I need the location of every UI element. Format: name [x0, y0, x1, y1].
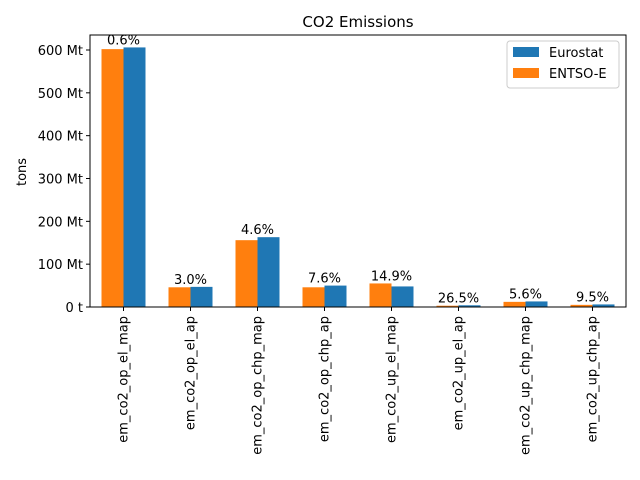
y-tick-label: 500 Mt	[38, 87, 83, 102]
bar-eurostat-4	[391, 286, 414, 307]
y-tick-label: 600 Mt	[38, 44, 83, 59]
y-axis-label: tons	[15, 158, 30, 186]
x-tick-label: em_co2_up_chp_ap	[586, 316, 601, 442]
y-tick-label: 0 t	[65, 301, 83, 316]
bar-entso-e-3	[302, 287, 325, 307]
bar-eurostat-2	[257, 237, 280, 307]
bar-entso-e-1	[168, 287, 191, 307]
data-labels-group: 0.6% 3.0% 4.6% 7.6% 14.9% 26.5% 5.6% 9.5%	[107, 33, 609, 306]
bar-entso-e-6	[503, 301, 526, 307]
bar-eurostat-6	[525, 301, 548, 307]
x-tick-label: em_co2_up_chp_map	[519, 316, 534, 455]
y-axis: 0 t 100 Mt 200 Mt 300 Mt 400 Mt 500 Mt 600 Mt	[38, 44, 90, 316]
data-label: 0.6%	[107, 33, 140, 48]
data-label: 5.6%	[509, 287, 542, 302]
bar-entso-e-4	[369, 283, 392, 307]
data-label: 7.6%	[308, 272, 341, 287]
bar-entso-e-0	[101, 49, 124, 307]
bar-eurostat-1	[190, 286, 213, 307]
legend-swatch-entso-e	[513, 68, 539, 78]
chart-title: CO2 Emissions	[302, 13, 413, 31]
x-tick-label: em_co2_op_chp_map	[251, 316, 266, 455]
legend-label: Eurostat	[549, 46, 603, 61]
x-tick-label: em_co2_op_el_ap	[184, 316, 199, 430]
bar-entso-e-2	[235, 240, 258, 307]
data-label: 9.5%	[576, 290, 609, 305]
y-tick-label: 200 Mt	[38, 215, 83, 230]
y-tick-label: 300 Mt	[38, 172, 83, 187]
x-tick-label: em_co2_up_el_map	[385, 316, 400, 443]
x-tick-label: em_co2_op_chp_ap	[318, 316, 333, 442]
bar-eurostat-0	[123, 47, 146, 307]
data-label: 14.9%	[371, 269, 412, 284]
x-tick-label: em_co2_up_el_ap	[452, 316, 467, 430]
bar-eurostat-5	[458, 305, 481, 307]
data-label: 4.6%	[241, 223, 274, 238]
y-tick-label: 400 Mt	[38, 130, 83, 145]
bar-eurostat-7	[592, 304, 615, 307]
data-label: 26.5%	[438, 291, 479, 306]
x-tick-label: em_co2_op_el_map	[117, 316, 132, 443]
bar-eurostat-3	[324, 285, 347, 307]
legend: Eurostat ENTSO-E	[506, 40, 620, 89]
bars-group	[101, 47, 615, 307]
bar-entso-e-5	[436, 305, 459, 307]
plot-frame	[89, 34, 627, 308]
legend-label: ENTSO-E	[549, 67, 607, 82]
x-axis: em_co2_op_el_map em_co2_op_el_ap em_co2_op…	[117, 307, 601, 455]
y-tick-label: 100 Mt	[38, 258, 83, 273]
legend-swatch-eurostat	[513, 47, 539, 57]
bar-entso-e-7	[570, 304, 593, 307]
data-label: 3.0%	[174, 273, 207, 288]
